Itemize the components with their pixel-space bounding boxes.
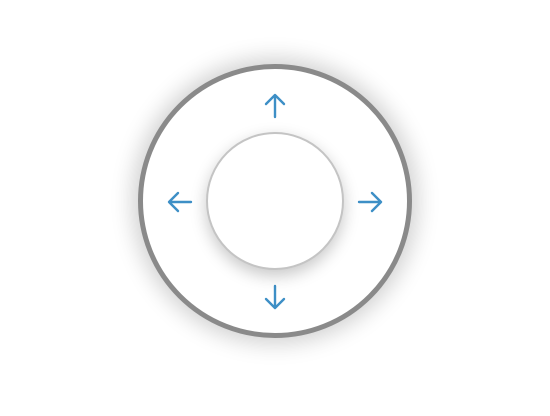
dpad-up-button[interactable] (257, 88, 293, 124)
arrow-up-icon (264, 93, 286, 119)
arrow-down-icon (264, 284, 286, 310)
arrow-right-icon (357, 191, 383, 213)
dpad-right-button[interactable] (352, 184, 388, 220)
arrow-left-icon (167, 191, 193, 213)
dpad-left-button[interactable] (162, 184, 198, 220)
dpad-down-button[interactable] (257, 279, 293, 315)
dpad-center-button[interactable] (206, 132, 344, 270)
